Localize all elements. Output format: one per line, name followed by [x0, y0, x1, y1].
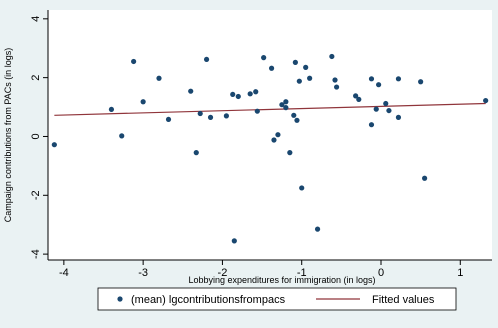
- scatter-point: [422, 175, 428, 181]
- scatter-point: [231, 238, 237, 244]
- scatter-point: [268, 65, 275, 71]
- x-ticks: -4 -3 -2 -1 0 1: [59, 260, 463, 279]
- scatter-point: [247, 91, 253, 97]
- scatter-point: [287, 150, 293, 156]
- scatter-point: [203, 56, 210, 63]
- scatter-point: [165, 116, 172, 123]
- scatter-point: [334, 84, 340, 90]
- x-tick-label: -4: [59, 267, 69, 279]
- x-tick-label: -2: [218, 267, 228, 279]
- legend-label-fitted: Fitted values: [372, 294, 435, 306]
- legend-box: [97, 287, 457, 311]
- scatter-point: [368, 122, 375, 128]
- scatter-point: [296, 78, 302, 84]
- scatter-point: [271, 137, 277, 143]
- scatter-point: [299, 185, 305, 191]
- scatter-point: [188, 88, 194, 94]
- scatter-point: [307, 75, 313, 81]
- scatter-point: [253, 89, 259, 95]
- scatter-point: [373, 106, 379, 112]
- scatter-point: [275, 132, 281, 138]
- scatter-point: [291, 112, 297, 118]
- scatter-point: [156, 75, 162, 81]
- scatter-point: [294, 117, 300, 123]
- fitted-line-layer: [54, 102, 486, 116]
- scatter-point: [197, 110, 203, 117]
- x-tick-label: 1: [457, 267, 463, 279]
- x-tick-label: -1: [297, 267, 307, 279]
- scatter-point: [279, 102, 285, 108]
- y-tick-label: -2: [30, 190, 42, 200]
- y-tick-label: 2: [30, 75, 42, 81]
- x-tick-label: 0: [378, 267, 384, 279]
- scatter-point: [207, 114, 214, 120]
- scatter-point: [303, 64, 309, 70]
- scatter-point: [193, 150, 199, 156]
- scatter-point: [395, 114, 402, 120]
- scatter-point: [230, 91, 236, 98]
- scatter-point: [314, 226, 321, 232]
- scatter-point: [140, 99, 146, 105]
- scatter-point: [383, 100, 389, 107]
- scatter-point: [283, 99, 289, 105]
- y-tick-label: 0: [30, 133, 42, 139]
- scatter-point: [386, 107, 392, 114]
- x-axis-title: Lobbying expenditures for immigration (i…: [188, 275, 375, 285]
- scatter-point: [108, 106, 115, 113]
- scatter-point: [395, 76, 402, 82]
- x-tick-label: -3: [138, 267, 148, 279]
- y-ticks: -4 -2 0 2 4: [30, 16, 48, 259]
- scatter-point: [356, 96, 362, 103]
- scatter-points-layer: [51, 53, 489, 244]
- scatter-point: [254, 108, 260, 114]
- scatter-point: [353, 93, 359, 99]
- scatter-point: [376, 82, 382, 88]
- scatter-point: [51, 142, 57, 148]
- y-axis-title: Campaign contributions from PACs (in log…: [3, 48, 13, 222]
- legend-marker-scatter: [117, 296, 123, 302]
- fitted-line: [54, 102, 486, 116]
- scatter-point: [235, 93, 241, 100]
- scatter-point: [119, 133, 125, 139]
- legend: (mean) lgcontributionsfrompacs Fitted va…: [97, 287, 457, 311]
- scatter-point: [261, 55, 267, 61]
- plot-area: [48, 10, 492, 260]
- scatter-point: [332, 77, 338, 83]
- legend-label-scatter: (mean) lgcontributionsfrompacs: [131, 294, 286, 306]
- scatter-point: [131, 58, 137, 65]
- y-tick-label: -4: [30, 249, 42, 259]
- y-tick-label: 4: [30, 16, 42, 22]
- scatter-point: [329, 53, 335, 60]
- scatter-point: [418, 79, 424, 85]
- scatter-point: [292, 59, 298, 65]
- scatter-point: [283, 105, 289, 111]
- scatter-point: [368, 76, 375, 82]
- scatter-point: [223, 113, 229, 119]
- scatter-point: [483, 97, 489, 104]
